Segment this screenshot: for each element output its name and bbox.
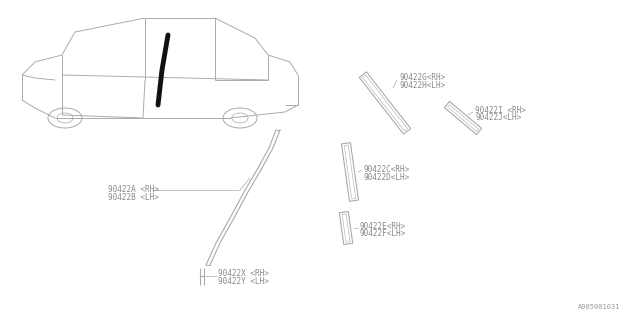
Text: 90422H<LH>: 90422H<LH> bbox=[400, 81, 446, 90]
Text: 90422Y <LH>: 90422Y <LH> bbox=[218, 276, 269, 285]
Text: A905001031: A905001031 bbox=[577, 304, 620, 310]
Text: 90422I <RH>: 90422I <RH> bbox=[475, 106, 526, 115]
Text: 90422C<RH>: 90422C<RH> bbox=[364, 165, 410, 174]
Text: 90422J<LH>: 90422J<LH> bbox=[475, 114, 521, 123]
Text: 90422A <RH>: 90422A <RH> bbox=[108, 185, 159, 194]
Text: 90422E<RH>: 90422E<RH> bbox=[360, 222, 406, 231]
Text: 90422B <LH>: 90422B <LH> bbox=[108, 193, 159, 202]
Text: 90422X <RH>: 90422X <RH> bbox=[218, 269, 269, 278]
Text: 90422F<LH>: 90422F<LH> bbox=[360, 229, 406, 238]
Text: 90422G<RH>: 90422G<RH> bbox=[400, 73, 446, 82]
Text: 90422D<LH>: 90422D<LH> bbox=[364, 172, 410, 181]
